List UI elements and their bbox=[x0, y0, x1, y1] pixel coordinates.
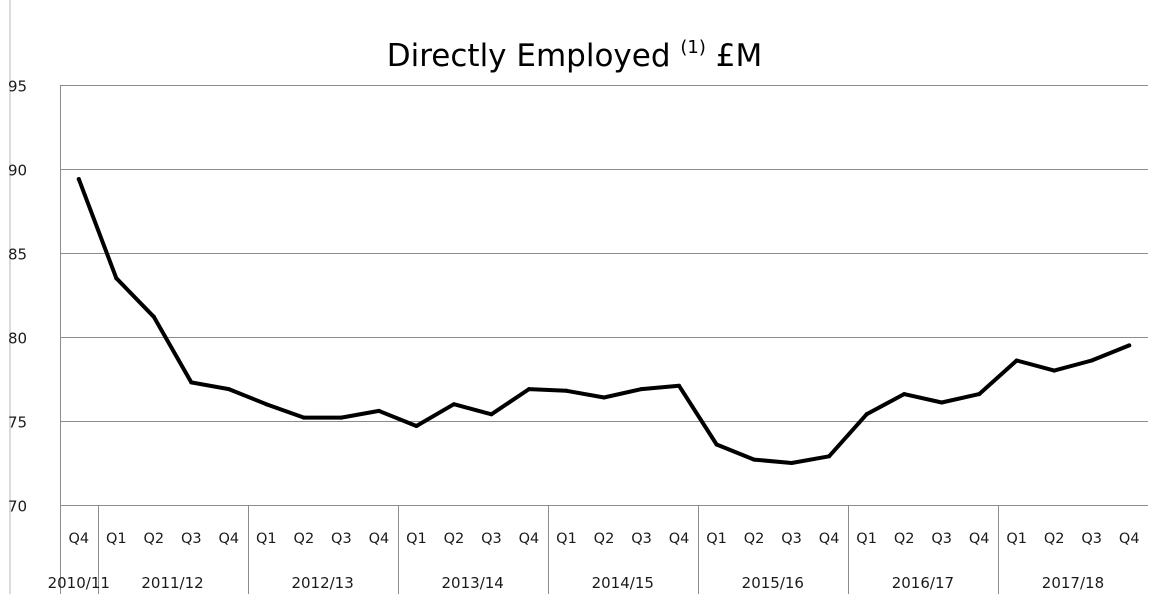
year-group-label: 2012/13 bbox=[291, 574, 353, 592]
x-tick-label: Q2 bbox=[594, 531, 615, 547]
x-tick-label: Q1 bbox=[706, 531, 727, 547]
x-tick-label: Q1 bbox=[856, 531, 877, 547]
chart-title: Directly Employed (1) £M bbox=[0, 36, 1149, 74]
x-tick-label: Q3 bbox=[631, 531, 652, 547]
gridlines bbox=[60, 85, 1148, 422]
x-tick-label: Q2 bbox=[1044, 531, 1065, 547]
data-point bbox=[752, 457, 757, 462]
y-tick-label: 85 bbox=[8, 246, 27, 264]
data-point bbox=[189, 380, 194, 385]
year-group-label: 2014/15 bbox=[592, 574, 654, 592]
x-tick-label: Q2 bbox=[294, 531, 315, 547]
y-tick-label: 90 bbox=[8, 162, 27, 180]
y-tick-label: 80 bbox=[8, 330, 27, 348]
data-point bbox=[1089, 358, 1094, 363]
data-point bbox=[451, 402, 456, 407]
chart-title-unit: £M bbox=[715, 38, 763, 74]
data-point bbox=[902, 392, 907, 397]
axes bbox=[9, 0, 1148, 594]
data-point bbox=[789, 461, 794, 465]
x-tick-label: Q1 bbox=[1006, 531, 1027, 547]
x-tick-label: Q3 bbox=[781, 531, 802, 547]
x-tick-label: Q4 bbox=[219, 531, 240, 547]
x-tick-label: Q1 bbox=[406, 531, 427, 547]
data-point bbox=[639, 387, 644, 392]
year-group-label: 2010/11 bbox=[48, 574, 110, 592]
year-group-label: 2017/18 bbox=[1042, 574, 1104, 592]
x-tick-label: Q2 bbox=[744, 531, 765, 547]
x-tick-label: Q2 bbox=[143, 531, 164, 547]
data-point bbox=[114, 276, 119, 281]
data-point bbox=[226, 387, 231, 392]
x-tick-label: Q1 bbox=[256, 531, 277, 547]
x-axis-quarter-ticks: Q4 Q1 Q2 Q3 Q4 Q1 Q2 Q3 Q4 Q1 Q2 Q3 Q4 Q1 Q2 Q3 Q4 Q1 Q2 Q3… bbox=[68, 531, 1139, 547]
x-tick-label: Q4 bbox=[819, 531, 840, 547]
x-axis-year-groups: 2010/11 2011/12 2012/13 2013/14 2014/15 2015/… bbox=[48, 505, 1104, 594]
data-point bbox=[714, 442, 719, 447]
data-point bbox=[376, 408, 381, 413]
x-tick-label: Q3 bbox=[931, 531, 952, 547]
series-line bbox=[76, 177, 1132, 465]
data-point bbox=[939, 400, 944, 405]
x-tick-label: Q4 bbox=[1119, 531, 1140, 547]
data-point bbox=[977, 392, 982, 397]
data-point bbox=[564, 388, 569, 393]
x-tick-label: Q3 bbox=[181, 531, 202, 547]
data-point bbox=[864, 412, 869, 417]
data-point bbox=[1127, 343, 1132, 348]
x-tick-label: Q2 bbox=[894, 531, 915, 547]
series bbox=[76, 177, 1132, 465]
year-group-label: 2011/12 bbox=[141, 574, 203, 592]
x-tick-label: Q4 bbox=[669, 531, 690, 547]
x-tick-label: Q2 bbox=[444, 531, 465, 547]
y-tick-label: 75 bbox=[8, 414, 27, 432]
x-tick-label: Q4 bbox=[369, 531, 390, 547]
year-group-label: 2016/17 bbox=[892, 574, 954, 592]
x-tick-label: Q1 bbox=[106, 531, 127, 547]
year-group-label: 2015/16 bbox=[742, 574, 804, 592]
data-point bbox=[677, 383, 681, 388]
x-tick-label: Q4 bbox=[68, 531, 89, 547]
data-point bbox=[1014, 358, 1019, 363]
x-tick-label: Q3 bbox=[331, 531, 352, 547]
data-point bbox=[527, 387, 531, 392]
y-tick-label: 70 bbox=[8, 498, 27, 516]
chart-title-text: Directly Employed bbox=[386, 38, 671, 74]
year-group-label: 2013/14 bbox=[442, 574, 504, 592]
data-point bbox=[414, 424, 419, 428]
y-tick-label: 95 bbox=[8, 78, 27, 96]
x-tick-label: Q4 bbox=[969, 531, 990, 547]
data-point bbox=[1052, 368, 1057, 373]
x-tick-label: Q1 bbox=[556, 531, 577, 547]
x-tick-label: Q4 bbox=[519, 531, 540, 547]
data-point bbox=[602, 395, 606, 400]
data-point bbox=[151, 314, 156, 319]
data-point bbox=[264, 402, 269, 407]
x-tick-label: Q3 bbox=[1081, 531, 1102, 547]
data-point bbox=[489, 412, 494, 417]
x-tick-label: Q3 bbox=[481, 531, 502, 547]
chart-title-superscript: (1) bbox=[680, 36, 706, 58]
data-point bbox=[76, 177, 81, 182]
y-axis-ticks: 70 75 80 85 90 95 bbox=[8, 78, 27, 516]
data-point bbox=[301, 415, 306, 420]
data-point bbox=[827, 454, 832, 459]
data-point bbox=[339, 415, 344, 420]
